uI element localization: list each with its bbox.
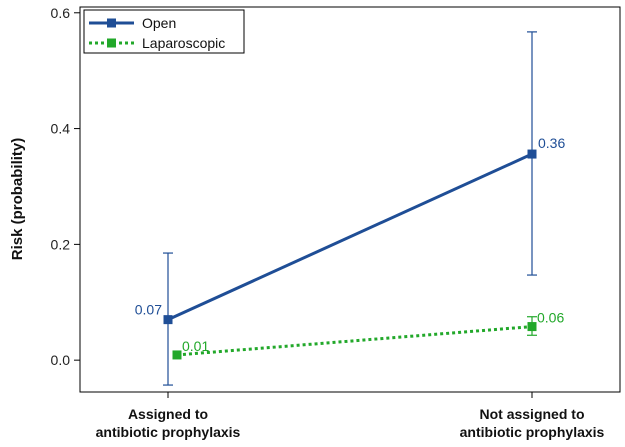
data-label: 0.01 — [182, 338, 209, 354]
series-open: 0.07 0.36 — [135, 31, 565, 386]
data-point — [527, 149, 537, 159]
data-label: 0.07 — [135, 302, 162, 318]
legend: Open Laparoscopic — [83, 9, 245, 54]
legend-item-laparoscopic: Laparoscopic — [89, 35, 225, 51]
y-tick-label: 0.0 — [51, 352, 71, 368]
data-label: 0.06 — [537, 310, 564, 326]
plot-area-frame — [79, 6, 621, 393]
y-axis: 0.0 0.2 0.4 0.6 — [51, 5, 80, 368]
series-laparoscopic: 0.01 0.06 — [172, 310, 564, 360]
x-category-label: Not assigned to — [479, 406, 584, 422]
x-category-label: antibiotic prophylaxis — [96, 424, 241, 440]
data-point — [163, 315, 173, 325]
y-axis-title: Risk (probability) — [9, 138, 26, 261]
legend-label: Laparoscopic — [142, 35, 225, 51]
x-axis: Assigned to antibiotic prophylaxis Not ass… — [96, 392, 605, 440]
series-line — [167, 152, 533, 321]
data-label: 0.36 — [538, 135, 565, 151]
legend-marker — [107, 18, 116, 28]
series-line — [176, 325, 533, 357]
x-category-label: antibiotic prophylaxis — [460, 424, 605, 440]
series-layer: 0.07 0.36 0.01 0.06 — [135, 31, 565, 386]
data-point — [527, 322, 537, 332]
legend-label: Open — [142, 15, 176, 31]
legend-item-open: Open — [89, 15, 176, 31]
x-category-label: Assigned to — [128, 406, 208, 422]
y-tick-label: 0.4 — [51, 121, 71, 137]
data-point — [172, 350, 182, 360]
y-tick-label: 0.2 — [51, 236, 71, 252]
y-tick-label: 0.6 — [51, 5, 71, 21]
legend-marker — [107, 38, 116, 48]
